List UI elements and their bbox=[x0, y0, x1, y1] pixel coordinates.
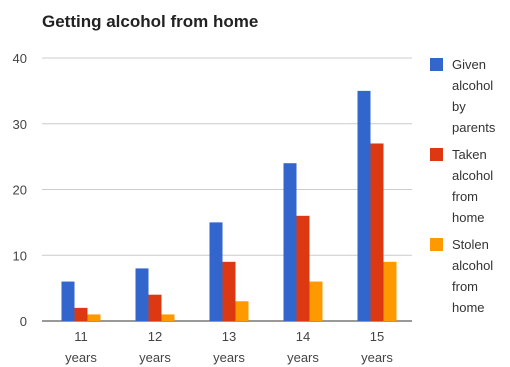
bar bbox=[383, 261, 397, 321]
bar bbox=[235, 301, 249, 321]
x-axis-ticks: 11 years 12 years 13 years 14 years 15 years bbox=[65, 329, 393, 365]
chart-title: Getting alcohol from home bbox=[42, 12, 258, 31]
bar bbox=[87, 314, 101, 321]
legend-label: Taken alcohol from home bbox=[452, 147, 493, 225]
bar bbox=[296, 215, 310, 321]
legend-label: Stolen alcohol from home bbox=[452, 237, 493, 315]
bar bbox=[148, 294, 162, 321]
x-tick-label: 11 years bbox=[65, 329, 97, 365]
bar bbox=[61, 281, 75, 321]
legend: Given alcohol by parents Taken alcohol from hom… bbox=[430, 57, 496, 315]
legend-swatch bbox=[430, 148, 443, 161]
bar bbox=[283, 163, 297, 321]
bar bbox=[74, 307, 88, 321]
legend-label: Given alcohol by parents bbox=[452, 57, 496, 135]
bar bbox=[209, 222, 223, 321]
x-tick-label: 12 years bbox=[139, 329, 171, 365]
y-tick-label: 20 bbox=[13, 183, 27, 198]
y-tick-label: 10 bbox=[13, 248, 27, 263]
grid-lines bbox=[42, 57, 412, 322]
x-tick-label: 13 years bbox=[213, 329, 245, 365]
bar bbox=[370, 143, 384, 321]
y-tick-label: 30 bbox=[13, 117, 27, 132]
legend-swatch bbox=[430, 238, 443, 251]
y-tick-label: 0 bbox=[20, 314, 27, 329]
bar bbox=[222, 261, 236, 321]
y-tick-label: 40 bbox=[13, 51, 27, 66]
bar bbox=[161, 314, 175, 321]
x-tick-label: 14 years bbox=[287, 329, 319, 365]
bar bbox=[309, 281, 323, 321]
x-tick-label: 15 years bbox=[361, 329, 393, 365]
legend-swatch bbox=[430, 58, 443, 71]
bar bbox=[135, 268, 149, 321]
bars bbox=[61, 90, 397, 321]
bar bbox=[357, 90, 371, 321]
y-axis-ticks: 0 10 20 30 40 bbox=[13, 51, 27, 329]
